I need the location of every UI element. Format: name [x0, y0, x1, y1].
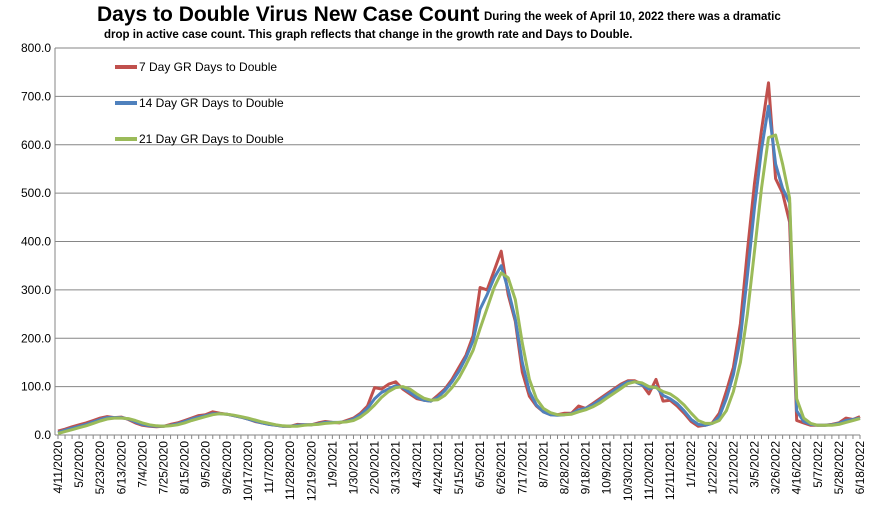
x-tick-label: 8/7/2021	[536, 441, 550, 488]
x-tick-label: 5/23/2020	[93, 441, 107, 495]
legend-label: 14 Day GR Days to Double	[139, 96, 284, 110]
x-tick-label: 1/22/2022	[705, 441, 719, 495]
x-tick-label: 3/26/2022	[769, 441, 783, 495]
x-tick-label: 4/11/2020	[51, 441, 65, 494]
x-tick-label: 12/11/2021	[663, 441, 677, 500]
chart-subtitle-line2: drop in active case count. This graph re…	[104, 29, 632, 41]
x-tick-label: 10/17/2020	[241, 441, 255, 501]
x-tick-label: 2/20/2021	[368, 441, 382, 495]
y-tick-label: 800.0	[21, 41, 51, 55]
x-tick-label: 4/24/2021	[431, 441, 445, 495]
x-tick-label: 10/30/2021	[621, 441, 635, 501]
x-tick-label: 9/18/2021	[579, 441, 593, 495]
x-tick-label: 6/5/2021	[473, 441, 487, 488]
x-tick-label: 4/3/2021	[410, 441, 424, 488]
x-tick-label: 7/17/2021	[515, 441, 529, 495]
series-line-2	[57, 104, 861, 435]
x-tick-label: 6/18/2022	[853, 441, 867, 495]
x-tick-label: 9/26/2020	[220, 441, 234, 495]
y-tick-label: 100.0	[21, 380, 51, 394]
x-tick-label: 7/25/2020	[157, 441, 171, 495]
legend-label: 7 Day GR Days to Double	[139, 60, 277, 74]
y-tick-label: 300.0	[21, 283, 51, 297]
x-tick-label: 5/15/2021	[452, 441, 466, 495]
x-tick-label: 12/19/2020	[304, 441, 318, 501]
legend-label: 21 Day GR Days to Double	[139, 132, 284, 146]
y-tick-label: 600.0	[21, 138, 51, 152]
x-tick-label: 5/7/2022	[811, 441, 825, 488]
x-tick-label: 3/13/2021	[389, 441, 403, 495]
y-tick-label: 0.0	[34, 428, 51, 442]
x-tick-label: 1/1/2022	[684, 441, 698, 488]
x-tick-label: 3/5/2022	[747, 441, 761, 488]
x-tick-label: 7/4/2020	[135, 441, 149, 488]
x-tick-label: 11/20/2021	[642, 441, 656, 500]
series-line-3	[57, 133, 861, 435]
x-tick-label: 2/12/2022	[726, 441, 740, 495]
x-tick-label: 4/16/2022	[790, 441, 804, 495]
x-tick-label: 1/9/2021	[325, 441, 339, 488]
chart-title: Days to Double Virus New Case Count	[97, 3, 479, 26]
y-tick-label: 500.0	[21, 186, 51, 200]
y-tick-label: 700.0	[21, 89, 51, 103]
chart-subtitle-line1: During the week of April 10, 2022 there …	[484, 11, 781, 23]
x-tick-label: 11/7/2020	[262, 441, 276, 494]
x-tick-label: 10/9/2021	[600, 441, 614, 495]
x-tick-label: 6/26/2021	[494, 441, 508, 495]
x-tick-label: 5/2/2020	[72, 441, 86, 488]
y-tick-label: 400.0	[21, 235, 51, 249]
x-tick-label: 11/28/2020	[283, 441, 297, 500]
x-tick-label: 5/28/2022	[832, 441, 846, 495]
x-tick-label: 1/30/2021	[346, 441, 360, 495]
x-tick-label: 6/13/2020	[114, 441, 128, 495]
x-tick-label: 8/28/2021	[558, 441, 572, 495]
x-tick-label: 9/5/2020	[199, 441, 213, 488]
x-tick-label: 8/15/2020	[178, 441, 192, 495]
y-tick-label: 200.0	[21, 331, 51, 345]
